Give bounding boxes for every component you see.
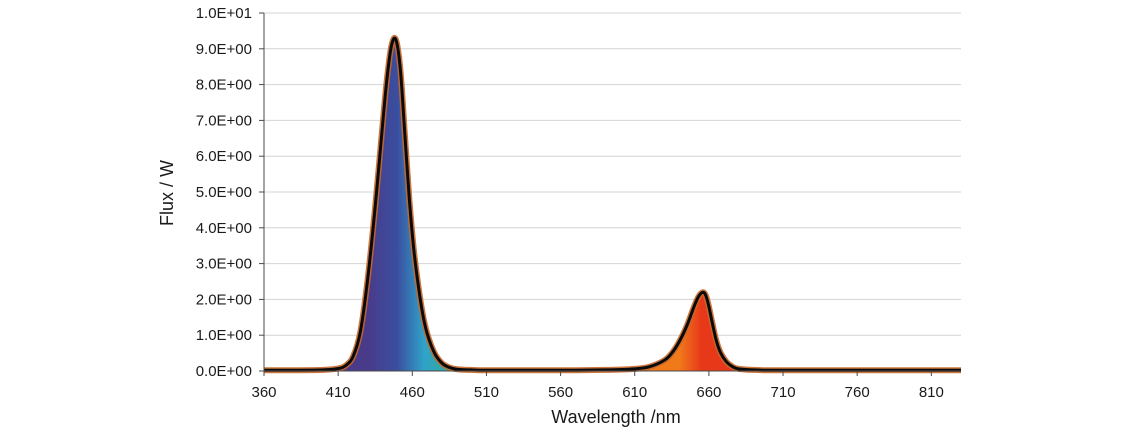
x-tick-label-9: 810 — [919, 384, 944, 401]
x-tick-label-7: 710 — [771, 384, 796, 401]
x-tick-label-0: 360 — [251, 384, 276, 401]
x-tick-labels: 360 410 460 510 560 610 660 710 760 810 — [251, 371, 944, 401]
y-tick-label-5: 5.0E+00 — [196, 184, 252, 201]
x-tick-label-6: 660 — [696, 384, 721, 401]
y-tick-label-3: 3.0E+00 — [196, 256, 252, 273]
x-tick-label-3: 510 — [474, 384, 499, 401]
x-axis-title: Wavelength /nm — [551, 407, 680, 427]
x-tick-label-4: 560 — [548, 384, 573, 401]
spectrum-area-fill — [264, 37, 961, 372]
spectrum-outline — [263, 36, 961, 372]
y-tick-label-10: 1.0E+01 — [196, 5, 252, 22]
x-tick-label-1: 410 — [326, 384, 351, 401]
y-tick-label-0: 0.0E+00 — [196, 363, 252, 380]
x-tick-label-8: 760 — [845, 384, 870, 401]
y-tick-label-9: 9.0E+00 — [196, 41, 252, 58]
spectrum-area-layer — [263, 35, 961, 374]
y-axis-title: Flux / W — [157, 160, 177, 226]
y-tick-label-1: 1.0E+00 — [196, 327, 252, 344]
y-tick-label-2: 2.0E+00 — [196, 291, 252, 308]
y-tick-labels: 0.0E+00 1.0E+00 2.0E+00 3.0E+00 4.0E+00 5.0E+… — [196, 5, 264, 380]
y-tick-label-6: 6.0E+00 — [196, 148, 252, 165]
y-tick-label-4: 4.0E+00 — [196, 220, 252, 237]
y-tick-label-7: 7.0E+00 — [196, 112, 252, 129]
y-tick-label-8: 8.0E+00 — [196, 77, 252, 94]
x-tick-label-5: 610 — [622, 384, 647, 401]
x-tick-label-2: 460 — [400, 384, 425, 401]
